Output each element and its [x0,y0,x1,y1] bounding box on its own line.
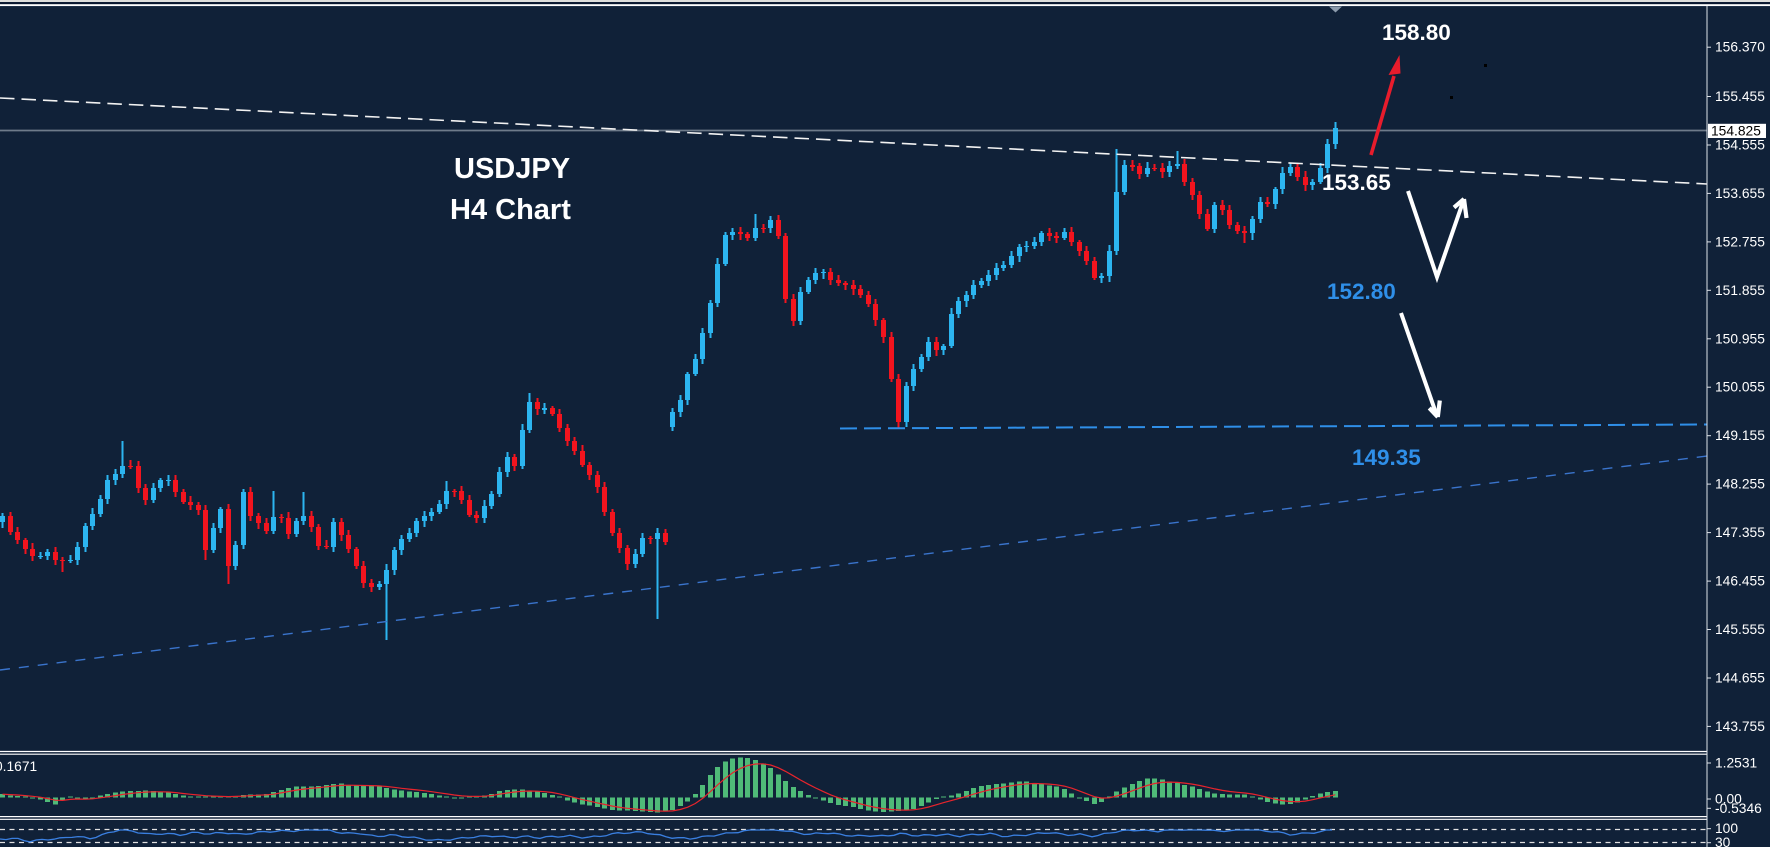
svg-text:H4 Chart: H4 Chart [450,194,571,226]
svg-text:145.555: 145.555 [1715,622,1765,637]
svg-text:148.255: 148.255 [1715,477,1765,492]
svg-text:150.955: 150.955 [1715,331,1765,346]
svg-text:147.355: 147.355 [1715,525,1765,540]
svg-text:100: 100 [1715,821,1738,836]
svg-text:152.80: 152.80 [1327,279,1396,304]
svg-text:155.455: 155.455 [1715,89,1765,104]
svg-text:143.755: 143.755 [1715,719,1765,734]
svg-text:150.055: 150.055 [1715,380,1765,395]
svg-text:30: 30 [1715,835,1731,847]
svg-text:152.755: 152.755 [1715,234,1765,249]
svg-text:149.35: 149.35 [1352,445,1421,470]
svg-text:USDJPY: USDJPY [454,153,570,185]
svg-text:149.155: 149.155 [1715,428,1765,443]
svg-text:144.655: 144.655 [1715,671,1765,686]
svg-text:158.80: 158.80 [1382,20,1451,45]
svg-text:146.455: 146.455 [1715,574,1765,589]
svg-text:0.00: 0.00 [1715,792,1742,807]
svg-text:153.65: 153.65 [1322,170,1391,195]
svg-text:-0.5346: -0.5346 [1715,801,1762,816]
svg-text:153.655: 153.655 [1715,186,1765,201]
svg-text:154.555: 154.555 [1715,138,1765,153]
svg-text:0.1671: 0.1671 [0,759,37,774]
svg-text:1.2531: 1.2531 [1715,756,1757,771]
svg-text:156.370: 156.370 [1715,40,1765,55]
svg-text:154.825: 154.825 [1711,123,1761,138]
svg-text:151.855: 151.855 [1715,283,1765,298]
